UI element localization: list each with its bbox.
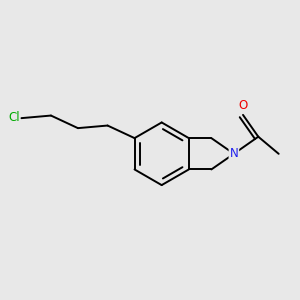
Text: O: O [238,99,247,112]
Text: N: N [230,147,238,160]
Text: Cl: Cl [8,110,20,124]
